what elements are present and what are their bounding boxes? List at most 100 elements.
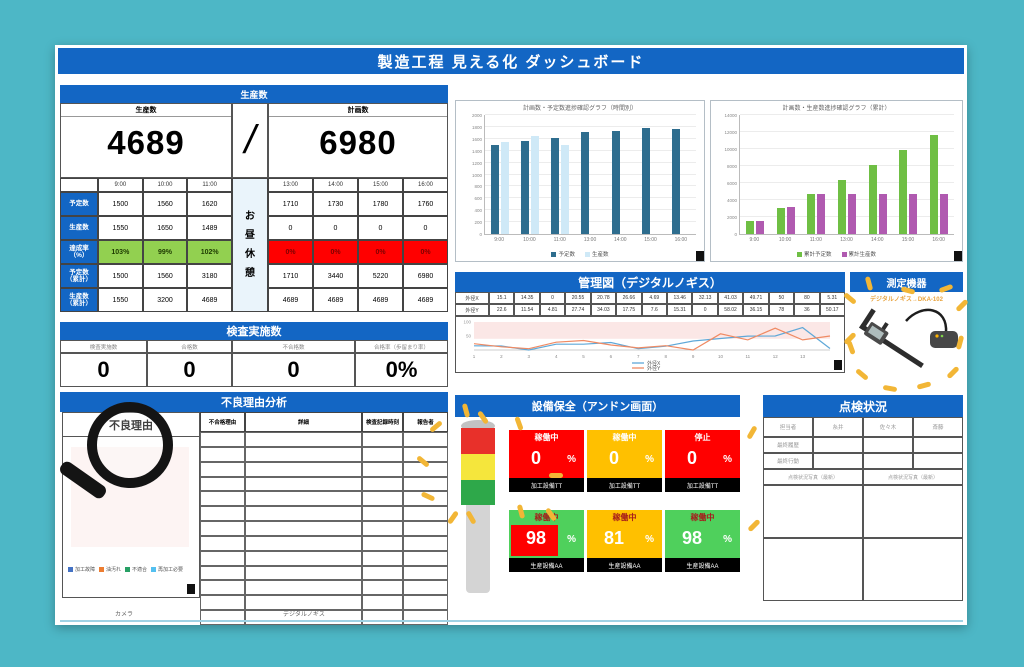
- value-cell: 102%: [187, 240, 232, 264]
- sheet-tab-camera[interactable]: カメラ: [115, 612, 134, 618]
- status-empty-cell: [813, 453, 863, 469]
- defect-empty-cell: [362, 521, 403, 536]
- dashboard-card: 製造工程 見える化 ダッシュボード 生産数 生産数 4689 / 計画数 698…: [55, 45, 969, 625]
- andon-tiles-top: 稼働中 0% 加工設備TT 稼働中 0% 加工設備TT 停止 0% 加工設備TT: [509, 430, 740, 492]
- value-cell: 3440: [313, 264, 358, 288]
- value-cell: 0%: [313, 240, 358, 264]
- svg-text:6: 6: [610, 354, 613, 359]
- measure-value: 13.46: [667, 292, 693, 304]
- value-cell: 4689: [313, 288, 358, 312]
- bar: [786, 206, 795, 234]
- legend-label: 累計予定数: [803, 252, 832, 258]
- machine-value: 0: [686, 448, 697, 468]
- photo-cell: [863, 538, 963, 601]
- value-cell: 3180: [187, 264, 232, 288]
- y-tick-label: 0: [734, 232, 737, 237]
- y-tick-label: 400: [474, 208, 482, 214]
- measure-value: 78: [768, 304, 795, 316]
- hourly-plan-chart: 計画数・予定数進捗確認グラフ（時間別） 0 200 400 600 800 1000 1200…: [455, 100, 705, 262]
- production-actual-box: 生産数 4689: [60, 103, 232, 178]
- value-row: 81%: [587, 525, 662, 556]
- svg-text:外径X: 外径X: [647, 360, 661, 367]
- legend-swatch: [796, 251, 802, 257]
- defect-empty-cell: [245, 506, 362, 522]
- svg-text:10: 10: [718, 354, 724, 359]
- image-badge: [954, 251, 962, 261]
- measure-value: 20.78: [590, 292, 617, 304]
- x-tick-label: 13:00: [583, 237, 597, 243]
- break-char: 憩: [245, 268, 255, 279]
- corner-cell: [60, 178, 98, 192]
- legend-item: 加工故障: [68, 566, 95, 573]
- x-tick-label: 10:00: [523, 237, 536, 243]
- measure-value: 17.75: [616, 304, 642, 316]
- gridline: [740, 148, 954, 149]
- gridline: [485, 125, 696, 127]
- x-tick-label: 9:00: [749, 237, 760, 243]
- defect-empty-cell: [200, 446, 245, 462]
- defect-empty-cell: [362, 595, 403, 611]
- y-tick-label: 1600: [471, 136, 482, 142]
- bar-group: [771, 115, 802, 234]
- defect-table: 不合格理由 詳細 検査記録時刻 報告者: [200, 412, 448, 625]
- count-label: 合格数: [147, 340, 232, 353]
- value-cell: 0: [313, 216, 358, 240]
- defect-empty-cell: [403, 595, 448, 611]
- y-tick-label: 200: [474, 220, 482, 226]
- defect-empty-cell: [403, 550, 448, 566]
- defect-col-header: 報告者: [403, 412, 448, 432]
- defect-empty-cell: [362, 610, 403, 625]
- x-axis-labels: 9:00 10:00 11:00 13:00 14:00 15:00 16:00: [484, 237, 696, 245]
- y-tick-label: 10000: [724, 147, 737, 152]
- defect-empty-cell: [245, 595, 362, 611]
- defect-col-header: 詳細: [245, 412, 362, 432]
- photo-label: 点検状況写真（最新）: [763, 469, 863, 485]
- x-tick-label: 15:00: [644, 237, 657, 243]
- defect-empty-cell: [245, 565, 362, 581]
- value-cell: 1710: [268, 264, 313, 288]
- x-tick-label: 15:00: [901, 237, 915, 243]
- value-row: 98%: [509, 525, 584, 556]
- value-highlight: [511, 525, 558, 556]
- measure-value: 27.74: [565, 304, 591, 316]
- hourly-production-table: 9:00 10:00 11:00 13:00 14:00 15:00 16:00 予定数 150…: [60, 178, 448, 312]
- defect-empty-cell: [362, 550, 403, 566]
- measure-value: 4.69: [641, 292, 667, 304]
- value-cell: 1730: [313, 192, 358, 216]
- value-cell: 1500: [98, 192, 143, 216]
- chart-legend: 累計予定数 累計生産数: [711, 250, 962, 258]
- inspection-status-header: 点検状況: [763, 395, 963, 417]
- defect-empty-cell: [245, 461, 362, 477]
- measuring-device-model: デジタルノギス→DKA-102: [870, 297, 943, 303]
- image-badge: [834, 360, 842, 370]
- bar: [776, 208, 785, 234]
- page-title: 製造工程 見える化 ダッシュボード: [58, 48, 964, 74]
- production-separator: /: [232, 103, 268, 178]
- bar-group: [923, 115, 954, 234]
- inspection-status-table: 担当者 糸井 佐々木 斎藤 最終履歴 最終行動 点検状況写真（最新） 点検状況写真（最新）: [763, 417, 963, 601]
- bar: [581, 132, 590, 234]
- bar-group: [636, 115, 666, 234]
- bar: [746, 221, 755, 234]
- bar: [561, 145, 570, 234]
- legend-swatch: [125, 567, 131, 572]
- photo-cell: [763, 538, 863, 601]
- break-char: 休: [245, 249, 255, 260]
- measure-value: 15.1: [489, 292, 515, 304]
- gridline: [485, 149, 696, 151]
- measure-value: 80: [794, 292, 820, 304]
- value-cell: 0%: [403, 240, 448, 264]
- chart-legend: 予定数 生産数: [456, 250, 704, 258]
- machine-status: 停止: [694, 433, 711, 442]
- gridline: [485, 137, 696, 139]
- andon-tower-yellow: [461, 454, 495, 480]
- measure-value: 50: [768, 292, 795, 304]
- sheet-tab-caliper[interactable]: デジタルノギス: [283, 612, 325, 618]
- defect-empty-cell: [362, 476, 403, 492]
- bar: [551, 137, 560, 234]
- machine-status: 稼働中: [612, 513, 637, 522]
- photo-cell: [863, 485, 963, 538]
- legend-swatch: [68, 567, 73, 572]
- defect-empty-cell: [200, 461, 245, 477]
